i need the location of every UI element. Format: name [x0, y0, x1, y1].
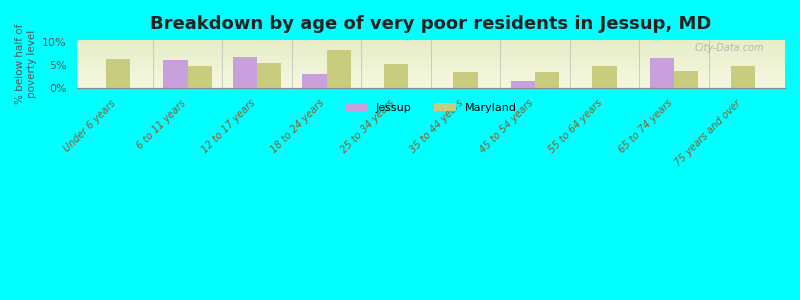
Bar	[650, 58, 674, 88]
Bar	[77, 72, 785, 73]
Title: Breakdown by age of very poor residents in Jessup, MD: Breakdown by age of very poor residents …	[150, 15, 711, 33]
Bar	[77, 56, 785, 57]
Bar	[77, 57, 785, 58]
Bar	[535, 72, 559, 88]
Bar	[77, 54, 785, 55]
Bar	[77, 52, 785, 53]
Bar	[77, 43, 785, 44]
Bar	[77, 79, 785, 80]
Bar	[77, 87, 785, 88]
Bar	[77, 71, 785, 72]
Bar	[257, 63, 282, 88]
Bar	[77, 62, 785, 63]
Bar	[326, 50, 351, 88]
Bar	[77, 49, 785, 50]
Bar	[77, 42, 785, 43]
Bar	[674, 71, 698, 88]
Bar	[77, 76, 785, 77]
Bar	[77, 82, 785, 83]
Bar	[77, 58, 785, 59]
Bar	[384, 64, 408, 88]
Bar	[77, 69, 785, 70]
Text: City-Data.com: City-Data.com	[694, 43, 764, 52]
Bar	[77, 68, 785, 69]
Bar	[188, 66, 212, 88]
Bar	[77, 75, 785, 76]
Bar	[77, 83, 785, 84]
Bar	[77, 78, 785, 79]
Bar	[77, 55, 785, 56]
Bar	[77, 67, 785, 68]
Bar	[77, 81, 785, 82]
Bar	[77, 48, 785, 49]
Bar	[77, 40, 785, 41]
Bar	[302, 74, 326, 88]
Legend: Jessup, Maryland: Jessup, Maryland	[340, 98, 522, 117]
Bar	[77, 74, 785, 75]
Bar	[731, 66, 755, 88]
Bar	[77, 61, 785, 62]
Bar	[77, 63, 785, 64]
Bar	[77, 47, 785, 48]
Bar	[77, 64, 785, 65]
Bar	[77, 45, 785, 46]
Bar	[592, 66, 617, 88]
Bar	[77, 46, 785, 47]
Y-axis label: % below half of
poverty level: % below half of poverty level	[15, 24, 37, 104]
Bar	[77, 59, 785, 60]
Bar	[77, 77, 785, 78]
Bar	[77, 85, 785, 86]
Bar	[77, 53, 785, 54]
Bar	[77, 41, 785, 42]
Bar	[77, 66, 785, 67]
Bar	[106, 59, 130, 88]
Bar	[77, 51, 785, 52]
Bar	[233, 57, 257, 88]
Bar	[77, 73, 785, 74]
Bar	[77, 50, 785, 51]
Bar	[454, 72, 478, 88]
Bar	[77, 44, 785, 45]
Bar	[163, 60, 188, 88]
Bar	[77, 80, 785, 81]
Bar	[510, 81, 535, 88]
Bar	[77, 60, 785, 61]
Bar	[77, 65, 785, 66]
Bar	[77, 86, 785, 87]
Bar	[77, 84, 785, 85]
Bar	[77, 70, 785, 71]
